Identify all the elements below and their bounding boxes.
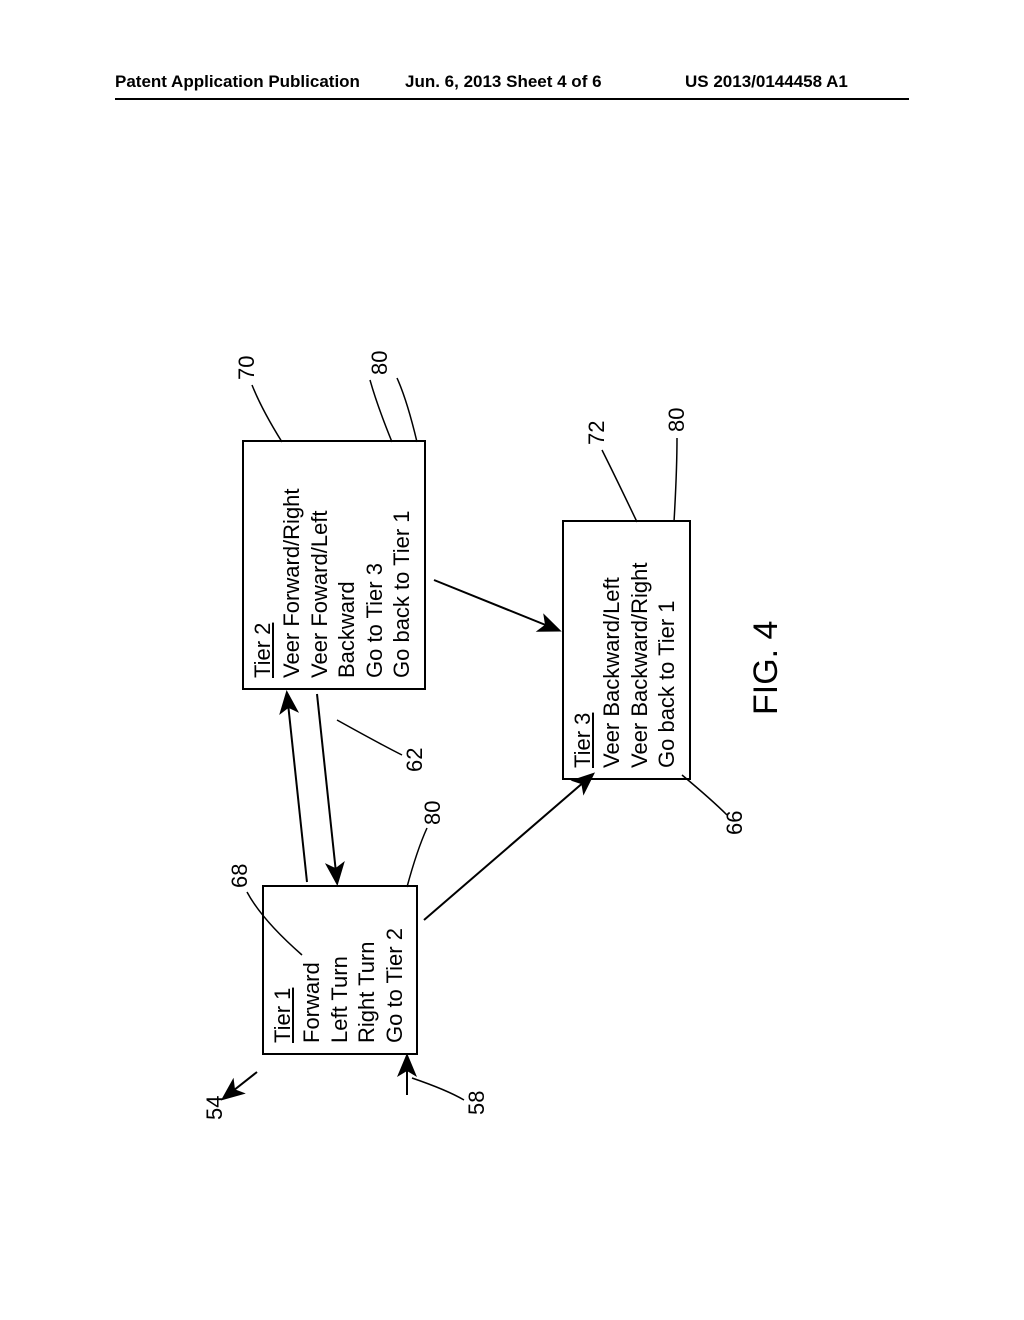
page-header: Patent Application Publication Jun. 6, 2… xyxy=(0,72,1024,102)
ref-70: 70 xyxy=(234,356,260,380)
figure-4: Tier 1 Forward Left Turn Right Turn Go t… xyxy=(202,250,822,1150)
header-right: US 2013/0144458 A1 xyxy=(685,72,848,92)
ref-80a: 80 xyxy=(420,801,446,825)
header-left: Patent Application Publication xyxy=(115,72,360,92)
ref-72: 72 xyxy=(584,421,610,445)
figure-overlay xyxy=(202,250,822,1150)
ref-54: 54 xyxy=(202,1096,228,1120)
ref-66: 66 xyxy=(722,811,748,835)
ref-58: 58 xyxy=(464,1091,490,1115)
header-rule xyxy=(115,98,909,100)
ref-68: 68 xyxy=(227,864,253,888)
ref-62: 62 xyxy=(402,748,428,772)
header-center: Jun. 6, 2013 Sheet 4 of 6 xyxy=(405,72,602,92)
ref-80b: 80 xyxy=(367,351,393,375)
page: Patent Application Publication Jun. 6, 2… xyxy=(0,0,1024,1320)
ref-80c: 80 xyxy=(664,408,690,432)
